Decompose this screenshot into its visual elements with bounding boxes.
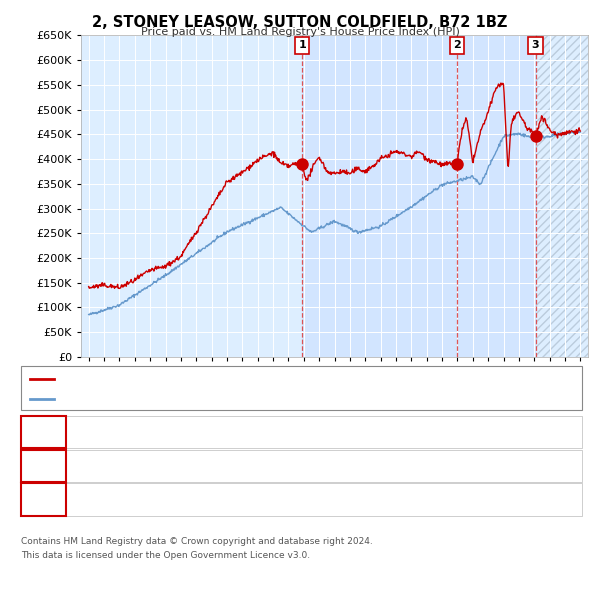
Text: 9% ↑ HPI: 9% ↑ HPI <box>386 459 441 473</box>
Text: 2, STONEY LEASOW, SUTTON COLDFIELD, B72 1BZ (detached house): 2, STONEY LEASOW, SUTTON COLDFIELD, B72 … <box>60 374 419 384</box>
Text: Contains HM Land Registry data © Crown copyright and database right 2024.: Contains HM Land Registry data © Crown c… <box>21 537 373 546</box>
Text: 21-NOV-2008: 21-NOV-2008 <box>96 425 174 439</box>
Text: £447,500: £447,500 <box>281 493 337 506</box>
Text: 3: 3 <box>532 40 539 50</box>
Text: 56% ↑ HPI: 56% ↑ HPI <box>379 425 441 439</box>
Text: 4% ↑ HPI: 4% ↑ HPI <box>386 493 441 506</box>
Text: 2, STONEY LEASOW, SUTTON COLDFIELD, B72 1BZ: 2, STONEY LEASOW, SUTTON COLDFIELD, B72 … <box>92 15 508 30</box>
Bar <box>536 35 588 357</box>
Text: £389,950: £389,950 <box>281 425 337 439</box>
Bar <box>302 35 536 357</box>
Text: 2: 2 <box>453 40 461 50</box>
Text: This data is licensed under the Open Government Licence v3.0.: This data is licensed under the Open Gov… <box>21 552 310 560</box>
Text: 17-DEC-2018: 17-DEC-2018 <box>96 459 174 473</box>
Text: 1: 1 <box>298 40 306 50</box>
Text: 1: 1 <box>39 425 48 439</box>
Text: HPI: Average price, detached house, Birmingham: HPI: Average price, detached house, Birm… <box>60 395 317 404</box>
Text: 3: 3 <box>39 493 48 506</box>
Text: £390,000: £390,000 <box>281 459 337 473</box>
Text: 2: 2 <box>39 459 48 473</box>
Text: 02-FEB-2024: 02-FEB-2024 <box>97 493 173 506</box>
Text: Price paid vs. HM Land Registry's House Price Index (HPI): Price paid vs. HM Land Registry's House … <box>140 27 460 37</box>
